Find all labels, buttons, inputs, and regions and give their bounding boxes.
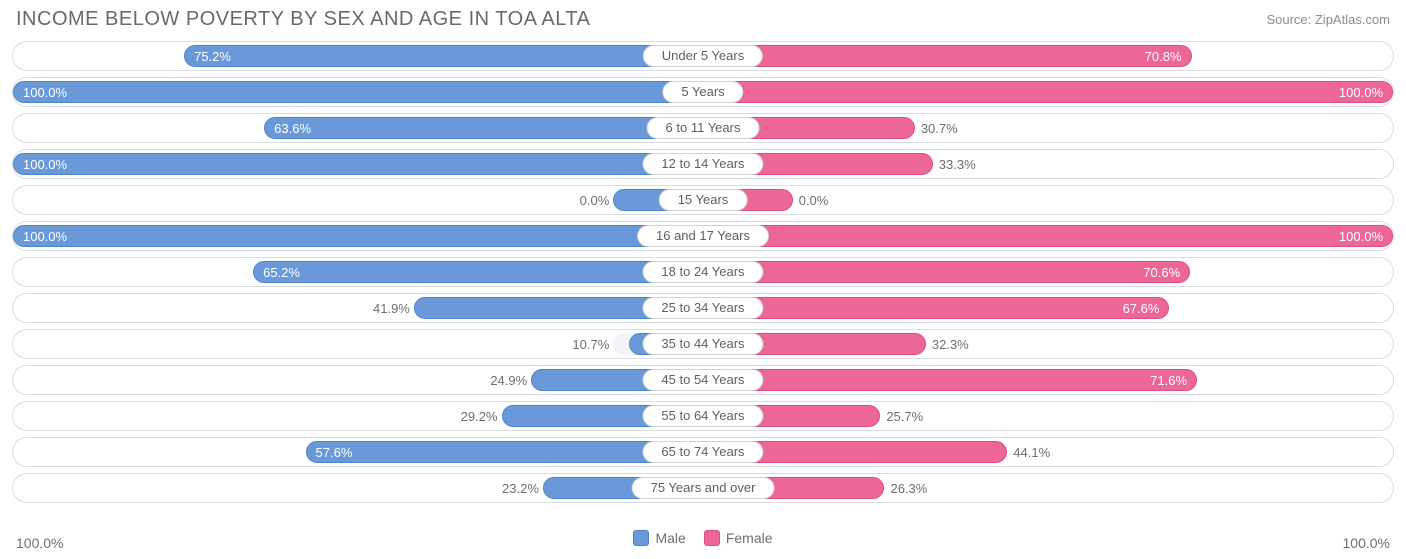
row-category-label: 5 Years bbox=[662, 81, 743, 103]
chart-header: INCOME BELOW POVERTY BY SEX AND AGE IN T… bbox=[0, 0, 1406, 37]
bar-male bbox=[184, 45, 703, 67]
row-category-label: 12 to 14 Years bbox=[642, 153, 763, 175]
chart-row: 63.6% 30.7% 6 to 11 Years bbox=[12, 113, 1394, 143]
bar-male bbox=[13, 153, 703, 175]
chart-row: 100.0% 100.0% 16 and 17 Years bbox=[12, 221, 1394, 251]
legend-item-male: Male bbox=[633, 530, 685, 546]
value-label-male: 75.2% bbox=[194, 42, 231, 72]
row-category-label: 45 to 54 Years bbox=[642, 369, 763, 391]
chart-row: 10.7% 32.3% 35 to 44 Years bbox=[12, 329, 1394, 359]
value-label-female: 70.8% bbox=[1145, 42, 1182, 72]
bar-female bbox=[703, 369, 1197, 391]
chart-source: Source: ZipAtlas.com bbox=[1266, 8, 1390, 27]
chart-legend: Male Female bbox=[0, 525, 1406, 551]
legend-swatch-male bbox=[633, 530, 649, 546]
value-label-male: 100.0% bbox=[23, 222, 67, 252]
value-label-male: 57.6% bbox=[316, 438, 353, 468]
chart-row: 100.0% 100.0% 5 Years bbox=[12, 77, 1394, 107]
chart-title: INCOME BELOW POVERTY BY SEX AND AGE IN T… bbox=[16, 8, 590, 31]
row-category-label: 55 to 64 Years bbox=[642, 405, 763, 427]
chart-row: 65.2% 70.6% 18 to 24 Years bbox=[12, 257, 1394, 287]
value-label-male: 100.0% bbox=[23, 150, 67, 180]
bar-female bbox=[703, 225, 1393, 247]
bar-female bbox=[703, 45, 1192, 67]
chart-row: 57.6% 44.1% 65 to 74 Years bbox=[12, 437, 1394, 467]
value-label-female: 25.7% bbox=[886, 402, 923, 432]
value-label-male: 29.2% bbox=[448, 402, 498, 432]
value-label-male: 65.2% bbox=[263, 258, 300, 288]
bar-female bbox=[703, 297, 1169, 319]
value-label-female: 26.3% bbox=[890, 474, 927, 504]
row-category-label: 75 Years and over bbox=[632, 477, 775, 499]
bar-male bbox=[264, 117, 703, 139]
row-category-label: 6 to 11 Years bbox=[647, 117, 760, 139]
chart-row: 24.9% 71.6% 45 to 54 Years bbox=[12, 365, 1394, 395]
value-label-male: 63.6% bbox=[274, 114, 311, 144]
value-label-female: 30.7% bbox=[921, 114, 958, 144]
value-label-male: 24.9% bbox=[477, 366, 527, 396]
row-category-label: 25 to 34 Years bbox=[642, 297, 763, 319]
chart-row: 0.0% 0.0% 15 Years bbox=[12, 185, 1394, 215]
chart-row: 29.2% 25.7% 55 to 64 Years bbox=[12, 401, 1394, 431]
row-category-label: Under 5 Years bbox=[643, 45, 763, 67]
bar-female bbox=[703, 261, 1190, 283]
value-label-male: 100.0% bbox=[23, 78, 67, 108]
bar-male bbox=[13, 225, 703, 247]
legend-swatch-female bbox=[704, 530, 720, 546]
value-label-female: 44.1% bbox=[1013, 438, 1050, 468]
value-label-female: 100.0% bbox=[1339, 78, 1383, 108]
value-label-female: 0.0% bbox=[799, 186, 829, 216]
value-label-male: 0.0% bbox=[559, 186, 609, 216]
value-label-female: 100.0% bbox=[1339, 222, 1383, 252]
value-label-female: 32.3% bbox=[932, 330, 969, 360]
legend-label-male: Male bbox=[655, 530, 685, 546]
row-category-label: 15 Years bbox=[659, 189, 748, 211]
chart-row: 75.2% 70.8% Under 5 Years bbox=[12, 41, 1394, 71]
value-label-female: 67.6% bbox=[1123, 294, 1160, 324]
chart-row: 41.9% 67.6% 25 to 34 Years bbox=[12, 293, 1394, 323]
chart-row: 23.2% 26.3% 75 Years and over bbox=[12, 473, 1394, 503]
bar-male bbox=[13, 81, 703, 103]
legend-item-female: Female bbox=[704, 530, 773, 546]
row-category-label: 18 to 24 Years bbox=[642, 261, 763, 283]
value-label-male: 41.9% bbox=[360, 294, 410, 324]
legend-label-female: Female bbox=[726, 530, 773, 546]
value-label-female: 70.6% bbox=[1143, 258, 1180, 288]
row-category-label: 16 and 17 Years bbox=[637, 225, 769, 247]
value-label-male: 10.7% bbox=[559, 330, 609, 360]
chart-row: 100.0% 33.3% 12 to 14 Years bbox=[12, 149, 1394, 179]
value-label-female: 71.6% bbox=[1150, 366, 1187, 396]
chart-area: 75.2% 70.8% Under 5 Years 100.0% 100.0% 5 Yea… bbox=[0, 37, 1406, 503]
value-label-female: 33.3% bbox=[939, 150, 976, 180]
row-category-label: 65 to 74 Years bbox=[642, 441, 763, 463]
row-category-label: 35 to 44 Years bbox=[642, 333, 763, 355]
value-label-male: 23.2% bbox=[489, 474, 539, 504]
bar-female bbox=[703, 81, 1393, 103]
bar-male bbox=[253, 261, 703, 283]
